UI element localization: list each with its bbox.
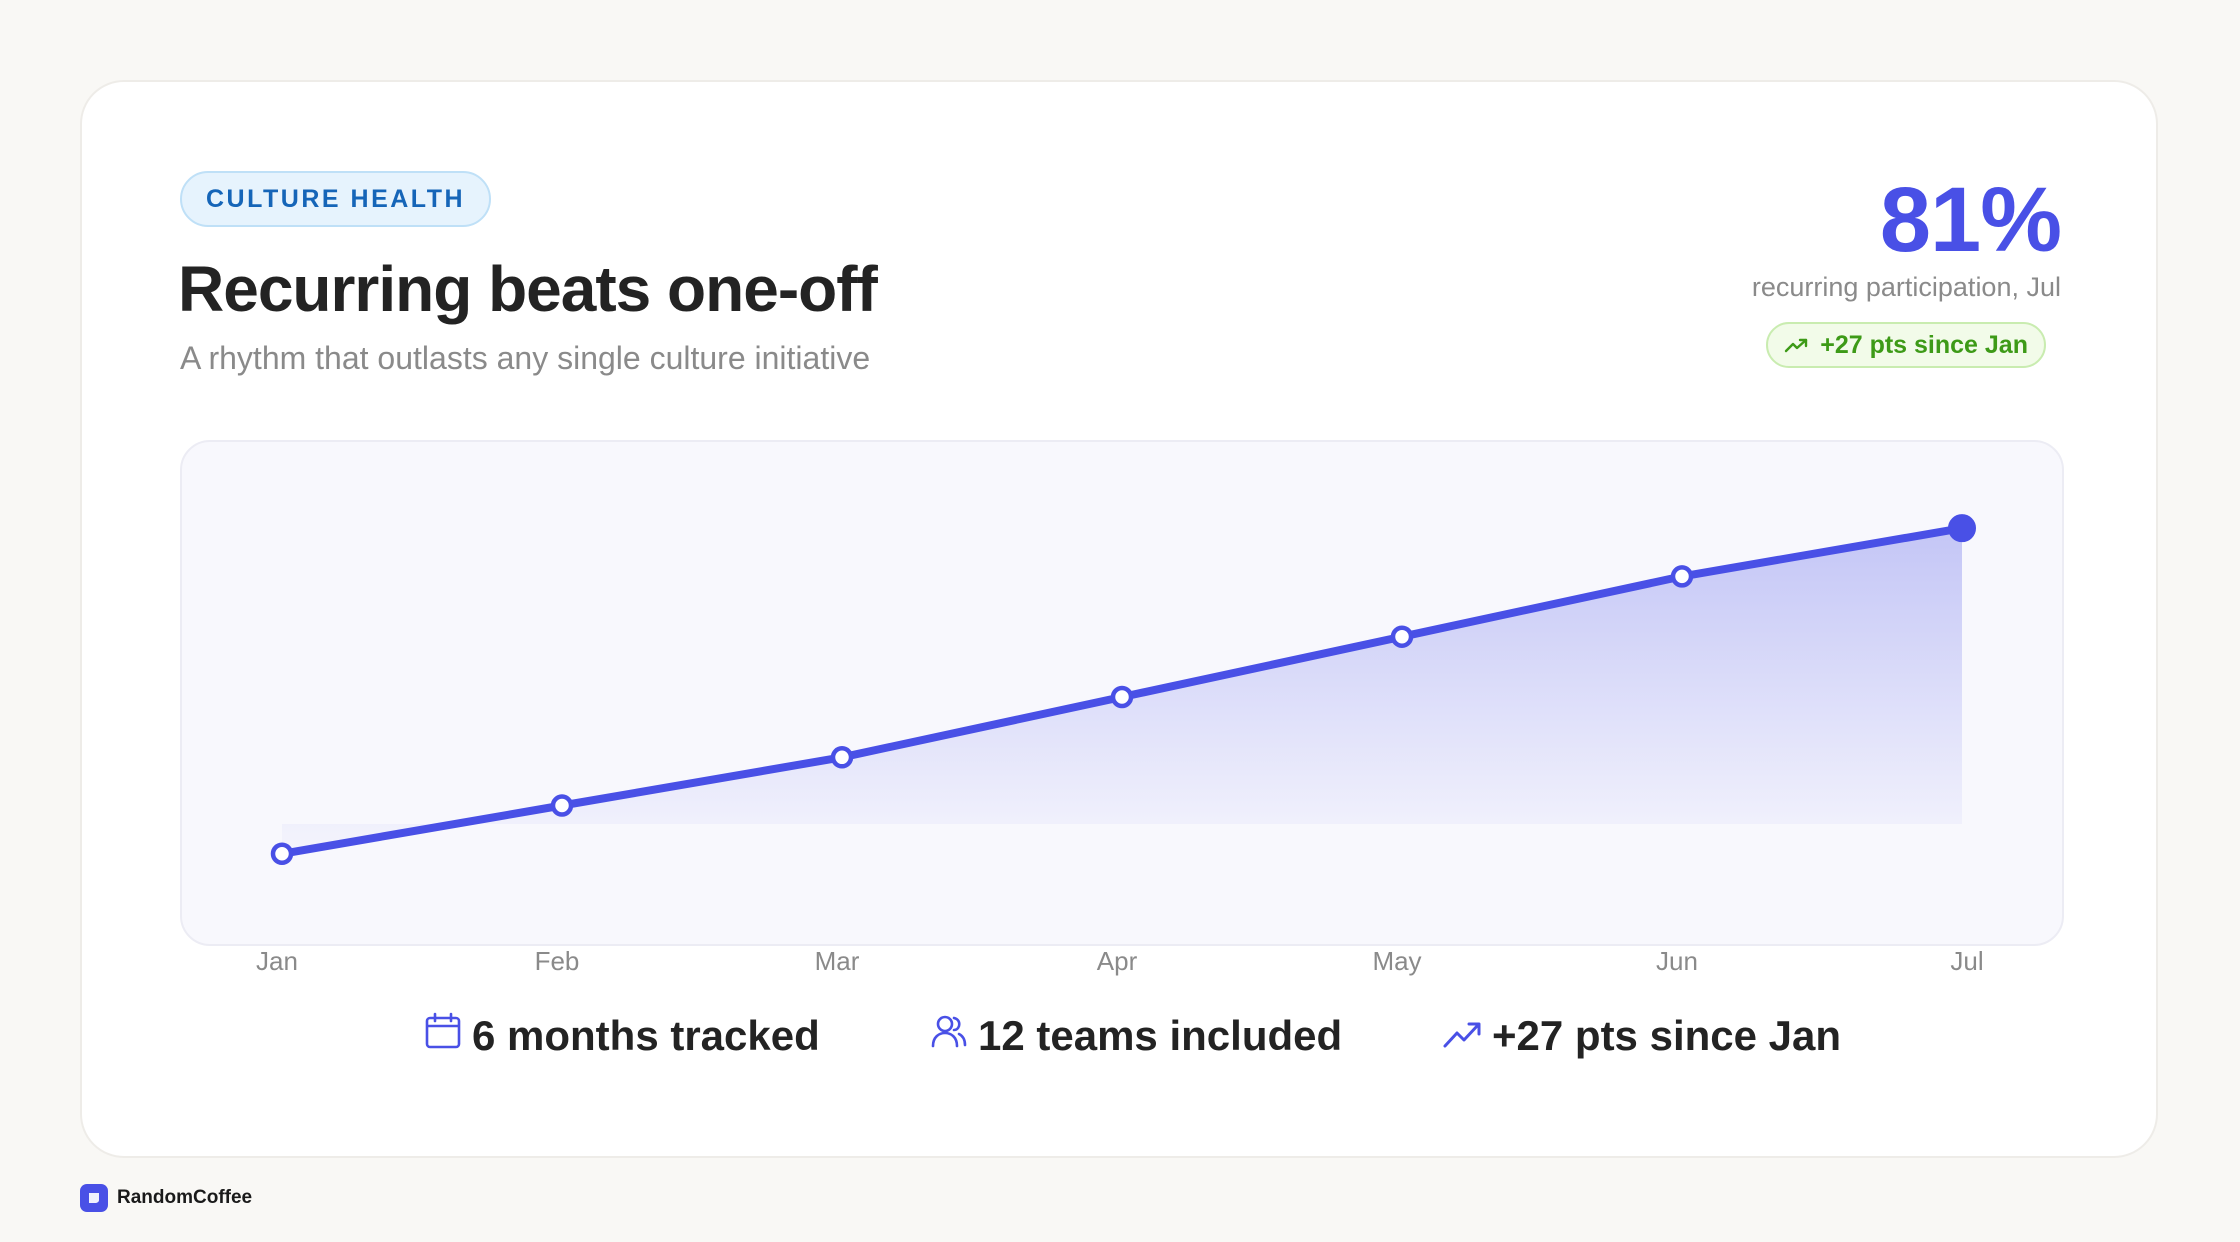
x-tick-label: May: [1372, 946, 1422, 976]
chart-card: CULTURE HEALTH Recurring beats one-off A…: [80, 80, 2158, 1158]
chart-panel: Jan Feb Mar Apr May Jun Jul: [180, 440, 2064, 976]
kpi-delta-pill: +27 pts since Jan: [1766, 322, 2046, 368]
kpi-label: recurring participation, Jul: [1751, 272, 2061, 302]
brand-footer[interactable]: RandomCoffee: [80, 1184, 252, 1212]
kpi-delta-text: +27 pts since Jan: [1820, 330, 2028, 359]
data-point-apr[interactable]: [1110, 685, 1134, 709]
brand-name: RandomCoffee: [117, 1187, 253, 1208]
data-point-jul[interactable]: [1948, 514, 1976, 543]
page-title: Recurring beats one-off: [178, 253, 878, 325]
stat-delta: +27 pts since Jan: [1442, 1012, 1841, 1060]
data-point-may[interactable]: [1390, 625, 1414, 648]
line-chart: [270, 514, 1976, 866]
x-tick-label: Jun: [1656, 946, 1698, 976]
kpi-block: 81% recurring participation, Jul: [1751, 169, 2062, 303]
stat-teams-text: 12 teams included: [978, 1012, 1343, 1059]
users-icon: [930, 1012, 968, 1060]
x-tick-label: Jan: [256, 946, 298, 976]
data-point-jun[interactable]: [1670, 565, 1694, 588]
x-tick-label: Feb: [534, 946, 580, 976]
x-tick-label: Jul: [1950, 946, 1984, 976]
kpi-value: 81%: [1879, 169, 2062, 271]
brand-logo-icon: [80, 1184, 108, 1212]
calendar-icon: [424, 1012, 462, 1060]
category-badge: CULTURE HEALTH: [180, 171, 492, 227]
stats-row: 6 months tracked 12 teams included +27 p…: [82, 1012, 2156, 1092]
stat-months: 6 months tracked: [424, 1012, 820, 1060]
x-tick-label: Mar: [814, 946, 860, 976]
data-point-mar[interactable]: [830, 746, 854, 769]
data-point-jan[interactable]: [270, 842, 294, 866]
data-point-feb[interactable]: [550, 794, 574, 817]
page-subtitle: A rhythm that outlasts any single cultur…: [180, 340, 871, 376]
x-tick-label: Apr: [1096, 946, 1138, 976]
stat-months-text: 6 months tracked: [472, 1012, 820, 1059]
stat-teams: 12 teams included: [930, 1012, 1342, 1060]
trend-up-icon: [1784, 331, 1808, 360]
trend-up-icon: [1442, 1012, 1482, 1060]
stat-delta-text: +27 pts since Jan: [1492, 1012, 1842, 1059]
